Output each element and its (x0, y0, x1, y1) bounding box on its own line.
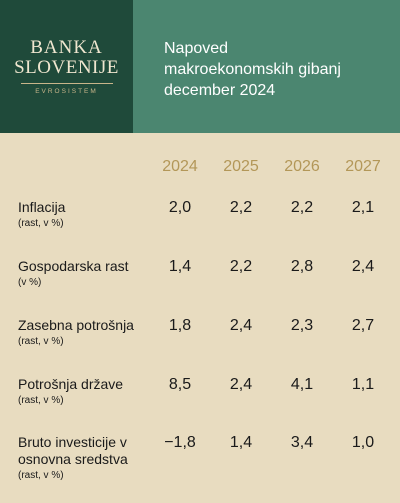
table-cell: 2,1 (351, 199, 375, 216)
title-panel: Napoved makroekonomskih gibanj december … (133, 0, 400, 133)
logo-subtitle: EVROSISTEM (35, 88, 98, 95)
row-sub-zasebna-potrosnja: (rast, v %) (18, 336, 64, 347)
row-label-zasebna-potrosnja: Zasebna potrošnja (18, 317, 134, 333)
logo-line1: BANKA (30, 37, 103, 58)
row-sub-inflacija: (rast, v %) (18, 218, 64, 229)
table-cell: 8,5 (168, 376, 192, 393)
title-line2: makroekonomskih gibanj (164, 61, 341, 78)
row-sub-potrosnja-drzave: (rast, v %) (18, 395, 64, 406)
row-sub-bruto-investicije: (rast, v %) (18, 470, 64, 481)
table-cell: 1,4 (229, 434, 253, 451)
row-label-potrosnja-drzave: Potrošnja države (18, 376, 124, 392)
row-sub-gospodarska-rast: (v %) (18, 277, 42, 288)
table-cell: 2,4 (351, 258, 375, 275)
year-header-2024: 2024 (162, 158, 198, 175)
table-cell: 2,3 (290, 317, 314, 334)
row-label-bruto-investicije: Bruto investicije v (18, 434, 127, 450)
row-label-bruto-investicije-line2: osnovna sredstva (18, 451, 128, 467)
table-cell: 3,4 (290, 434, 314, 451)
bank-logo: BANKA SLOVENIJE EVROSISTEM (0, 0, 133, 133)
table-cell: 1,8 (168, 317, 192, 334)
row-label-inflacija: Inflacija (18, 199, 66, 215)
table-cell: 2,4 (229, 376, 253, 393)
year-header-2027: 2027 (345, 158, 381, 175)
title-line1: Napoved (164, 40, 229, 57)
year-header-2025: 2025 (223, 158, 259, 175)
table-cell: 2,2 (229, 199, 253, 216)
table-cell: 2,8 (290, 258, 314, 275)
title-line3: december 2024 (164, 82, 276, 99)
year-header-2026: 2026 (284, 158, 320, 175)
table-cell: 4,1 (290, 376, 314, 393)
row-label-gospodarska-rast: Gospodarska rast (18, 258, 129, 274)
table-cell: 2,2 (229, 258, 253, 275)
table-cell: 2,4 (229, 317, 253, 334)
table-cell: −1,8 (164, 434, 196, 451)
table-cell: 2,7 (351, 317, 375, 334)
table-cell: 2,2 (290, 199, 314, 216)
table-cell: 1,1 (351, 376, 375, 393)
logo-line2: SLOVENIJE (14, 57, 119, 78)
header: BANKA SLOVENIJE EVROSISTEM Napoved makro… (0, 0, 400, 133)
table-cell: 2,0 (168, 199, 192, 216)
table-cell: 1,0 (351, 434, 375, 451)
logo-divider (20, 83, 113, 84)
table-cell: 1,4 (168, 258, 192, 275)
